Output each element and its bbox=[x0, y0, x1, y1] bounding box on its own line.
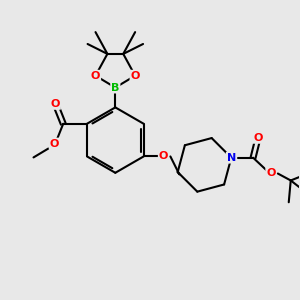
Text: O: O bbox=[50, 139, 59, 148]
Text: O: O bbox=[266, 167, 276, 178]
Text: O: O bbox=[130, 71, 140, 81]
Text: N: N bbox=[227, 153, 236, 163]
Text: O: O bbox=[91, 71, 100, 81]
Text: B: B bbox=[111, 82, 119, 93]
Text: O: O bbox=[51, 99, 60, 109]
Text: O: O bbox=[159, 152, 168, 161]
Text: O: O bbox=[253, 133, 263, 143]
